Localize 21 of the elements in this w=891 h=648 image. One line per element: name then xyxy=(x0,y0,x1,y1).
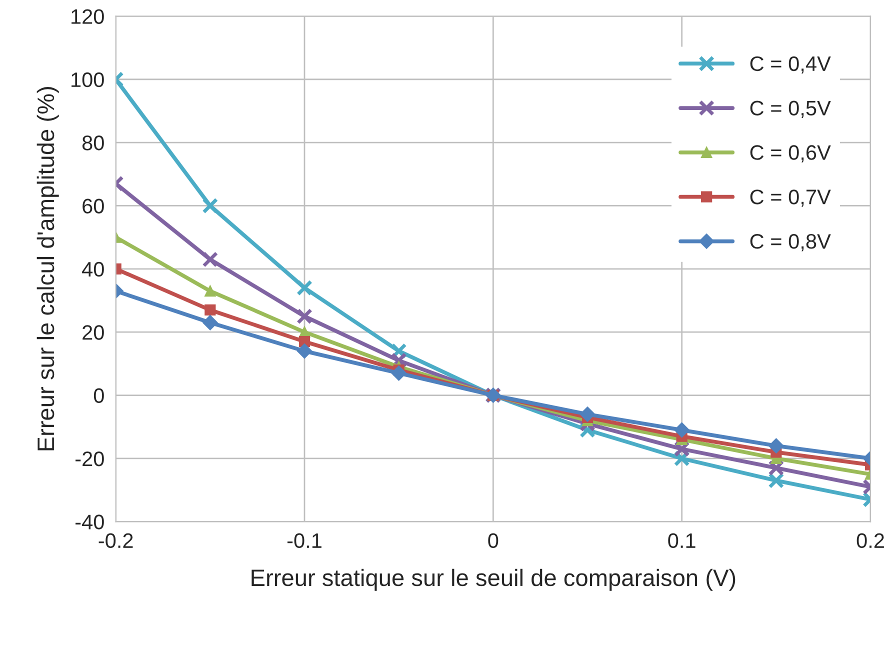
x-tick-label: -0.1 xyxy=(287,533,322,548)
y-tick-label: 60 xyxy=(82,198,104,214)
x-tick-label: 0.1 xyxy=(668,533,696,548)
y-tick-label: -40 xyxy=(76,514,104,530)
legend-label: C = 0,4V xyxy=(750,56,831,74)
y-tick-label: 120 xyxy=(72,9,104,24)
y-tick-label: 80 xyxy=(82,136,104,150)
legend-label: C = 0,5V xyxy=(750,100,831,118)
x-tick-label: 0 xyxy=(488,533,498,548)
y-tick-label: -20 xyxy=(76,451,104,466)
x-tick-label: -0.2 xyxy=(98,533,133,548)
y-tick-label: 0 xyxy=(94,388,104,404)
x-axis-title: Erreur statique sur le seuil de comparaison (V) xyxy=(252,568,736,591)
y-axis-title: Erreur sur le calcul d'amplitude (%) xyxy=(36,87,59,450)
y-tick-label: 100 xyxy=(72,72,104,88)
legend-label: C = 0,7V xyxy=(750,190,831,207)
y-tick-label: 40 xyxy=(82,262,104,277)
x-tick-label: 0.2 xyxy=(856,533,884,548)
y-tick-label: 20 xyxy=(82,325,104,340)
legend-label: C = 0,6V xyxy=(750,145,831,162)
legend-label: C = 0,8V xyxy=(750,234,831,252)
